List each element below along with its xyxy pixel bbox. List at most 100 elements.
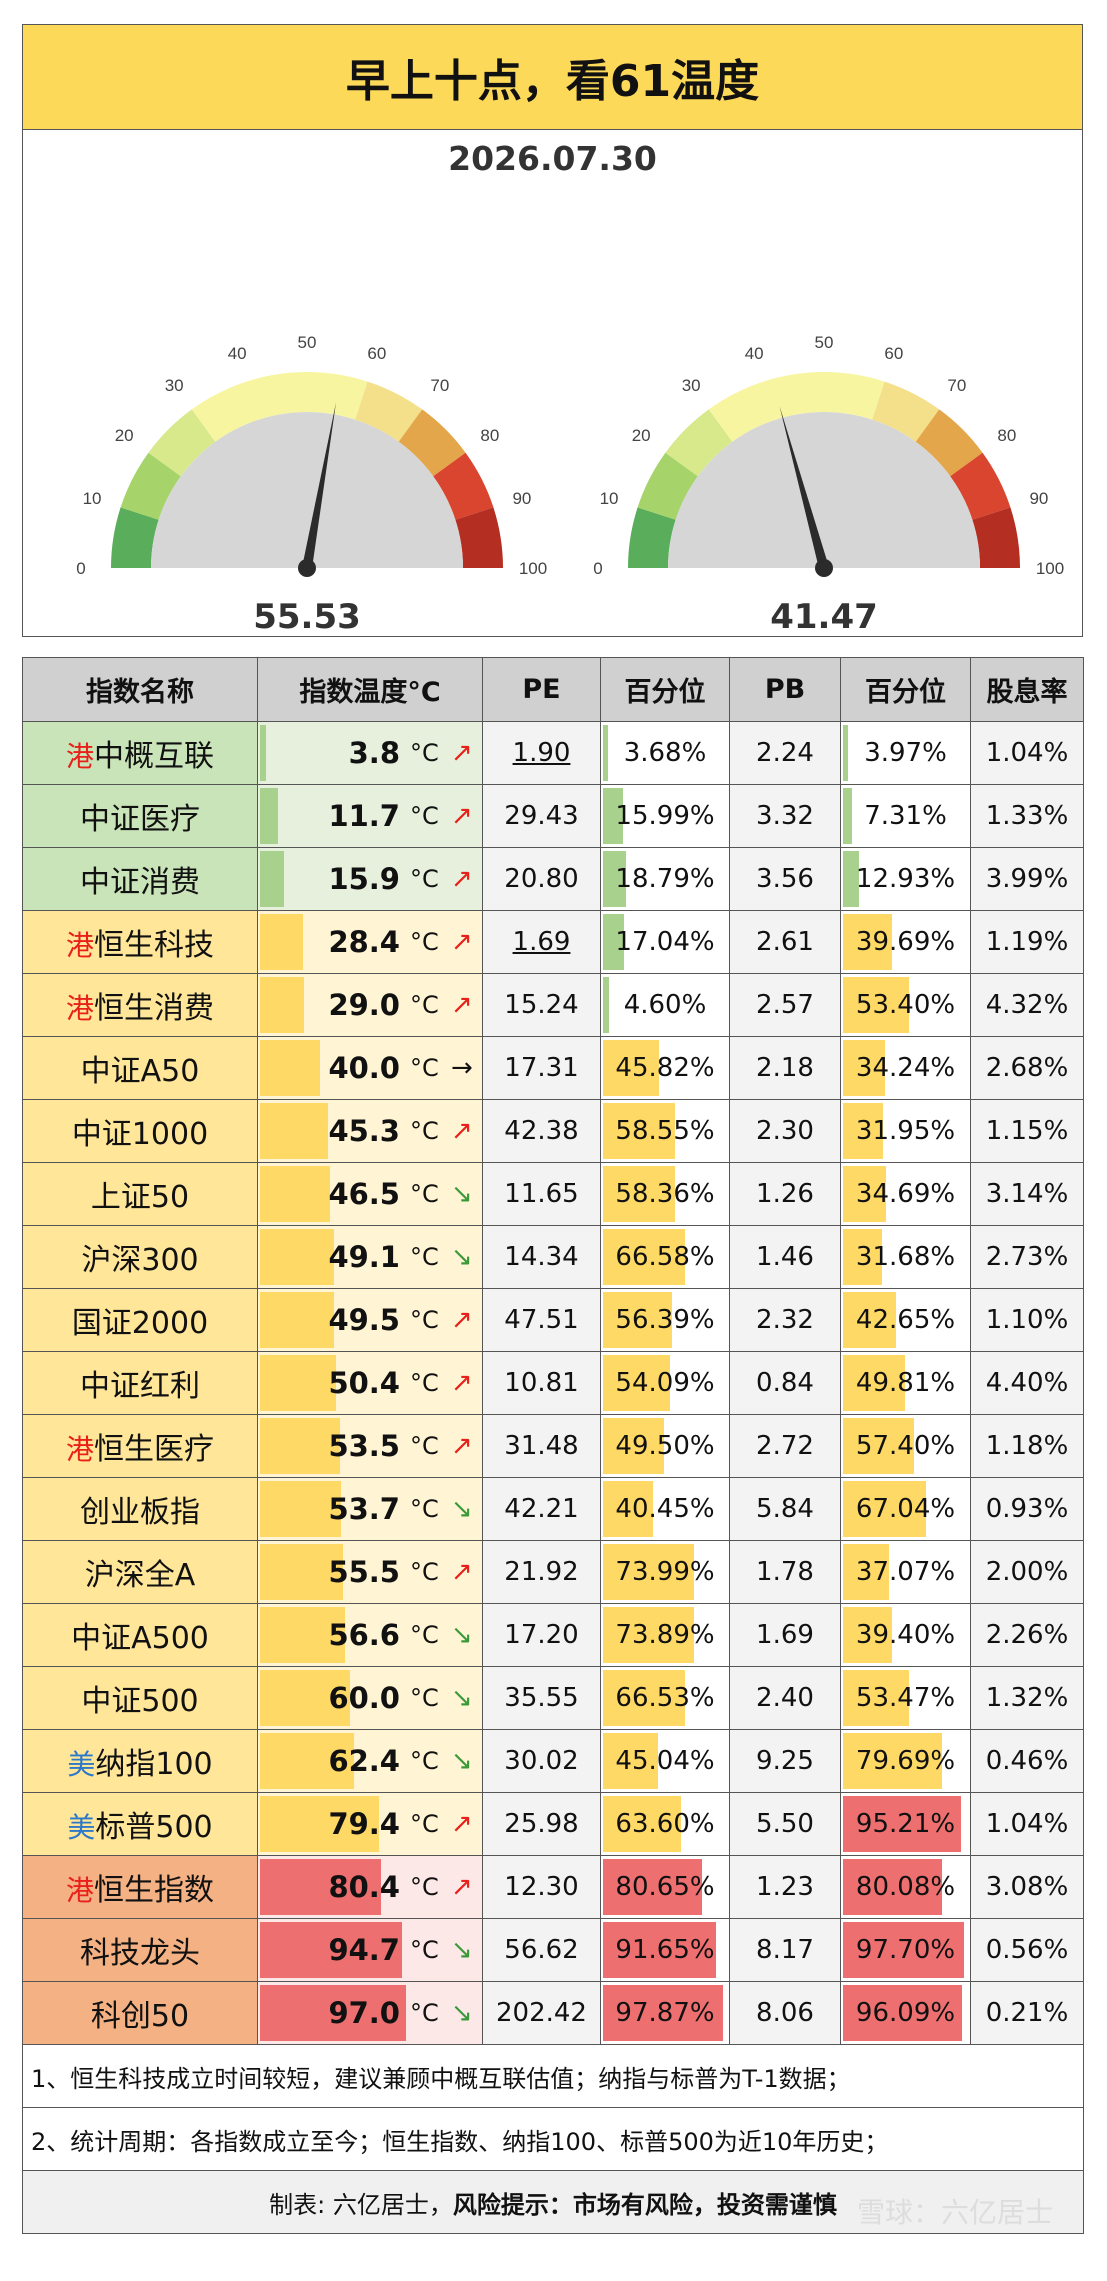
gauge-segment: [915, 409, 983, 477]
pe-cell: 29.43: [482, 784, 601, 848]
table-row: 沪深全A 55.5 °C ↗ 21.92 73.99% 1.78 37.07% 2.00%: [22, 1540, 1084, 1604]
trend-arrow-icon: ↗: [451, 1557, 473, 1587]
gauge-segment: [950, 452, 1011, 520]
gauge-face: [151, 412, 463, 568]
trend-arrow-icon: ↗: [451, 1116, 473, 1146]
pb-percentile-value: 95.21%: [855, 1809, 956, 1839]
dividend-yield-cell: 4.32%: [970, 973, 1084, 1037]
trend-arrow-icon: ↗: [451, 1809, 473, 1839]
pe-value: 12.30: [504, 1872, 579, 1902]
pb-percentile-bar: [843, 1985, 963, 2041]
header-pb-percentile: 百分位: [840, 657, 971, 722]
temperature-bar: [260, 1985, 406, 2041]
table-row: 中证A50 40.0 °C → 17.31 45.82% 2.18 34.24% 2.68%: [22, 1036, 1084, 1100]
temperature-value: 49.1: [328, 1240, 400, 1274]
pb-cell: 5.84: [729, 1477, 841, 1541]
gauge-tick-label: 80: [997, 426, 1016, 445]
pb-percentile-bar: [843, 1355, 905, 1411]
dividend-yield-value: 1.04%: [985, 738, 1069, 768]
pb-percentile-bar: [843, 1733, 942, 1789]
market-prefix: 美: [67, 1811, 96, 1844]
header-temperature: 指数温度°C: [257, 657, 483, 722]
gauge-tick-label: 20: [632, 426, 651, 445]
pb-percentile-cell: 97.70%: [840, 1918, 971, 1982]
gauge-segment: [433, 452, 494, 520]
pe-percentile-bar: [603, 851, 627, 907]
pb-percentile-cell: 34.69%: [840, 1162, 971, 1226]
temperature-cell: 46.5 °C ↘: [257, 1162, 483, 1226]
trend-arrow-icon: ↗: [451, 1368, 473, 1398]
gauge-segment: [637, 452, 698, 520]
dividend-yield-cell: 1.10%: [970, 1288, 1084, 1352]
gauge-tick-label: 10: [83, 489, 102, 508]
temperature-value: 11.7: [328, 799, 400, 833]
dividend-yield-cell: 2.68%: [970, 1036, 1084, 1100]
temperature-unit: °C: [410, 928, 439, 956]
dividend-yield-cell: 1.18%: [970, 1414, 1084, 1478]
index-name-cell: 中证红利: [22, 1351, 258, 1415]
table-row: 中证消费 15.9 °C ↗ 20.80 18.79% 3.56 12.93% 3.99%: [22, 847, 1084, 911]
temperature-unit: °C: [410, 739, 439, 767]
temperature-bar: [260, 1481, 341, 1537]
trend-arrow-icon: ↗: [451, 927, 473, 957]
temperature-unit: °C: [410, 802, 439, 830]
pb-percentile-bar: [843, 1418, 915, 1474]
gauge-tick-label: 40: [745, 344, 764, 363]
trend-arrow-icon: →: [451, 1053, 473, 1083]
header-pe: PE: [482, 657, 601, 722]
trend-arrow-icon: ↗: [451, 1872, 473, 1902]
gauge-dial: 0 10 20 30 40 50 60 70 80 90 100: [76, 333, 547, 578]
pb-value: 5.50: [756, 1809, 814, 1839]
temperature-cell: 49.5 °C ↗: [257, 1288, 483, 1352]
pb-percentile-cell: 37.07%: [840, 1540, 971, 1604]
pb-percentile-value: 53.47%: [855, 1683, 956, 1713]
pb-cell: 9.25: [729, 1729, 841, 1793]
temperature-unit: °C: [410, 991, 439, 1019]
pb-cell: 8.06: [729, 1981, 841, 2045]
temperature-unit: °C: [410, 1684, 439, 1712]
pe-percentile-cell: 80.65%: [600, 1855, 730, 1919]
index-name: 纳指100: [95, 1747, 213, 1782]
gauge-needle: [302, 402, 337, 569]
dividend-yield-value: 0.21%: [985, 1998, 1069, 2028]
gauge-segment: [355, 381, 423, 442]
pe-value: 20.80: [504, 864, 579, 894]
pe-percentile-cell: 58.36%: [600, 1162, 730, 1226]
table-row: 港恒生指数 80.4 °C ↗ 12.30 80.65% 1.23 80.08% 3.08%: [22, 1855, 1084, 1919]
temperature-cell: 97.0 °C ↘: [257, 1981, 483, 2045]
pe-cell: 202.42: [482, 1981, 601, 2045]
pb-percentile-bar: [843, 1796, 962, 1852]
pe-percentile-bar: [603, 1481, 653, 1537]
pe-percentile-cell: 58.55%: [600, 1099, 730, 1163]
pe-cell: 47.51: [482, 1288, 601, 1352]
pb-percentile-bar: [843, 1103, 883, 1159]
temperature-value: 56.6: [328, 1618, 400, 1652]
temperature-cell: 79.4 °C ↗: [257, 1792, 483, 1856]
temperature-bar: [260, 977, 304, 1033]
gauge-panel: 2026.07.30 0 10 20 30 40 50 60 70 80 90 100 55.53 …: [22, 129, 1083, 685]
temperature-cell: 40.0 °C →: [257, 1036, 483, 1100]
table-header-row: 指数名称 指数温度°C PE 百分位 PB 百分位 股息率: [22, 657, 1084, 722]
pe-value: 31.48: [504, 1431, 579, 1461]
pe-percentile-bar: [603, 788, 623, 844]
gauge-dial: 0 10 20 30 40 50 60 70 80 90 100: [593, 333, 1064, 578]
index-name-cell: 中证500: [22, 1666, 258, 1730]
pb-percentile-cell: 57.40%: [840, 1414, 971, 1478]
market-prefix: 美: [67, 1748, 96, 1781]
pb-cell: 1.23: [729, 1855, 841, 1919]
pb-cell: 2.72: [729, 1414, 841, 1478]
pb-percentile-cell: 34.24%: [840, 1036, 971, 1100]
pb-percentile-cell: 67.04%: [840, 1477, 971, 1541]
dividend-yield-cell: 1.32%: [970, 1666, 1084, 1730]
dividend-yield-value: 2.26%: [985, 1620, 1069, 1650]
pe-percentile-value: 73.99%: [615, 1557, 715, 1587]
index-name: 科创50: [90, 1999, 190, 2034]
pe-percentile-bar: [603, 1985, 724, 2041]
index-name-cell: 港恒生医疗: [22, 1414, 258, 1478]
gauge-segment: [665, 409, 733, 477]
pe-cell: 14.34: [482, 1225, 601, 1289]
table-row: 上证50 46.5 °C ↘ 11.65 58.36% 1.26 34.69% 3.14%: [22, 1162, 1084, 1226]
pb-cell: 1.78: [729, 1540, 841, 1604]
pb-percentile-bar: [843, 914, 893, 970]
gauge-segment: [872, 381, 940, 442]
